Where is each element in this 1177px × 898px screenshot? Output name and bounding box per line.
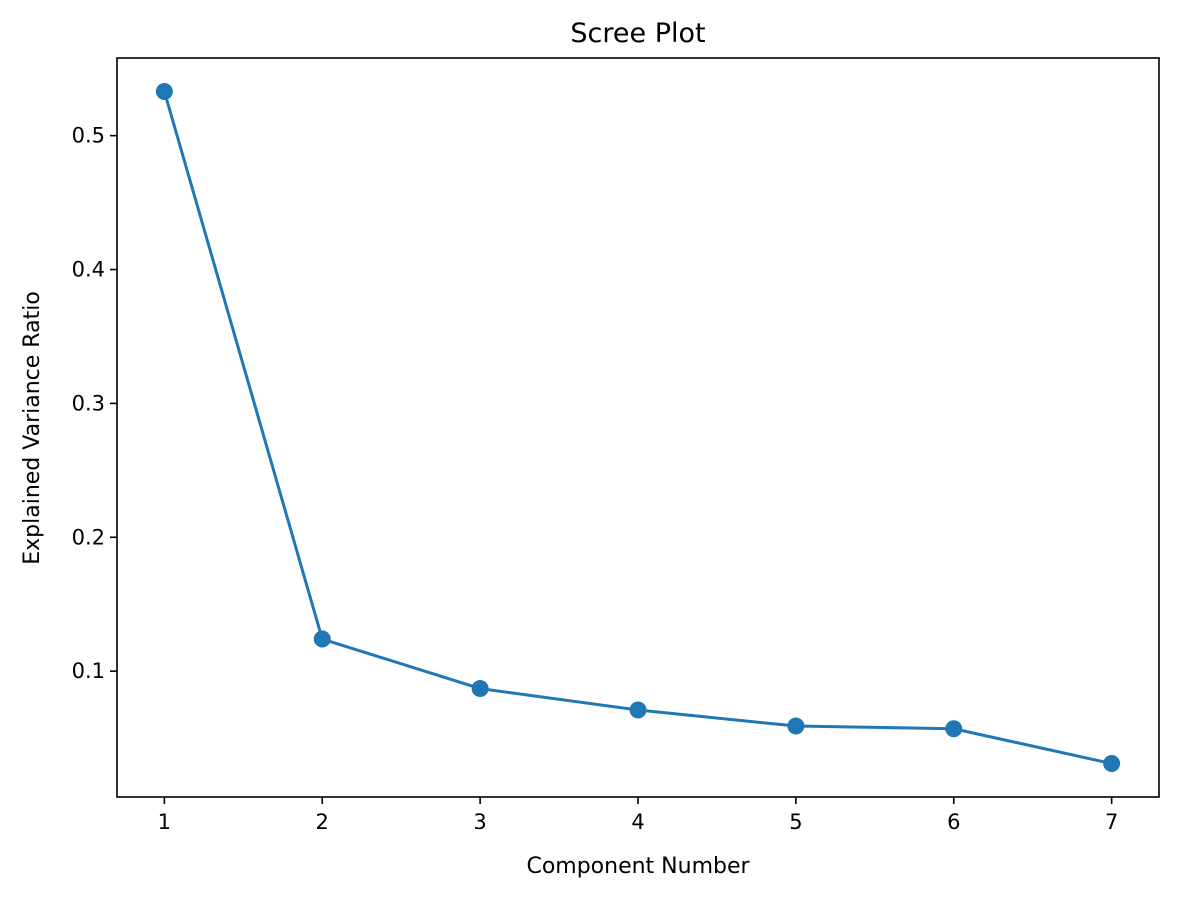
data-point: [945, 720, 963, 738]
x-axis-label: Component Number: [526, 854, 750, 879]
plot-area: 1 2 3 4 5 6 7 0.1 0.2 0.3 0.4 0.5: [72, 57, 1160, 834]
y-tick-label: 0.4: [72, 258, 105, 282]
y-tick-label: 0.3: [72, 391, 105, 415]
y-tick-label: 0.2: [72, 525, 105, 549]
data-point: [155, 82, 173, 100]
series-line: [162, 91, 1112, 765]
x-tick-label: 4: [631, 810, 644, 834]
data-point: [629, 701, 647, 719]
x-tick-label: 5: [789, 810, 802, 834]
data-point: [471, 680, 489, 698]
chart-title: Scree Plot: [570, 18, 705, 49]
x-tick-label: 1: [158, 810, 171, 834]
x-tick-label: 3: [473, 810, 486, 834]
data-point: [313, 630, 331, 648]
y-axis-label: Explained Variance Ratio: [20, 291, 45, 565]
y-tick-label: 0.1: [72, 659, 105, 683]
x-tick-label: 2: [316, 810, 329, 834]
axes-frame: [116, 57, 1160, 798]
x-tick-label: 7: [1105, 810, 1118, 834]
y-tick-label: 0.5: [72, 124, 105, 148]
x-tick-label: 6: [947, 810, 960, 834]
data-point: [1103, 755, 1121, 773]
data-point: [787, 717, 805, 735]
